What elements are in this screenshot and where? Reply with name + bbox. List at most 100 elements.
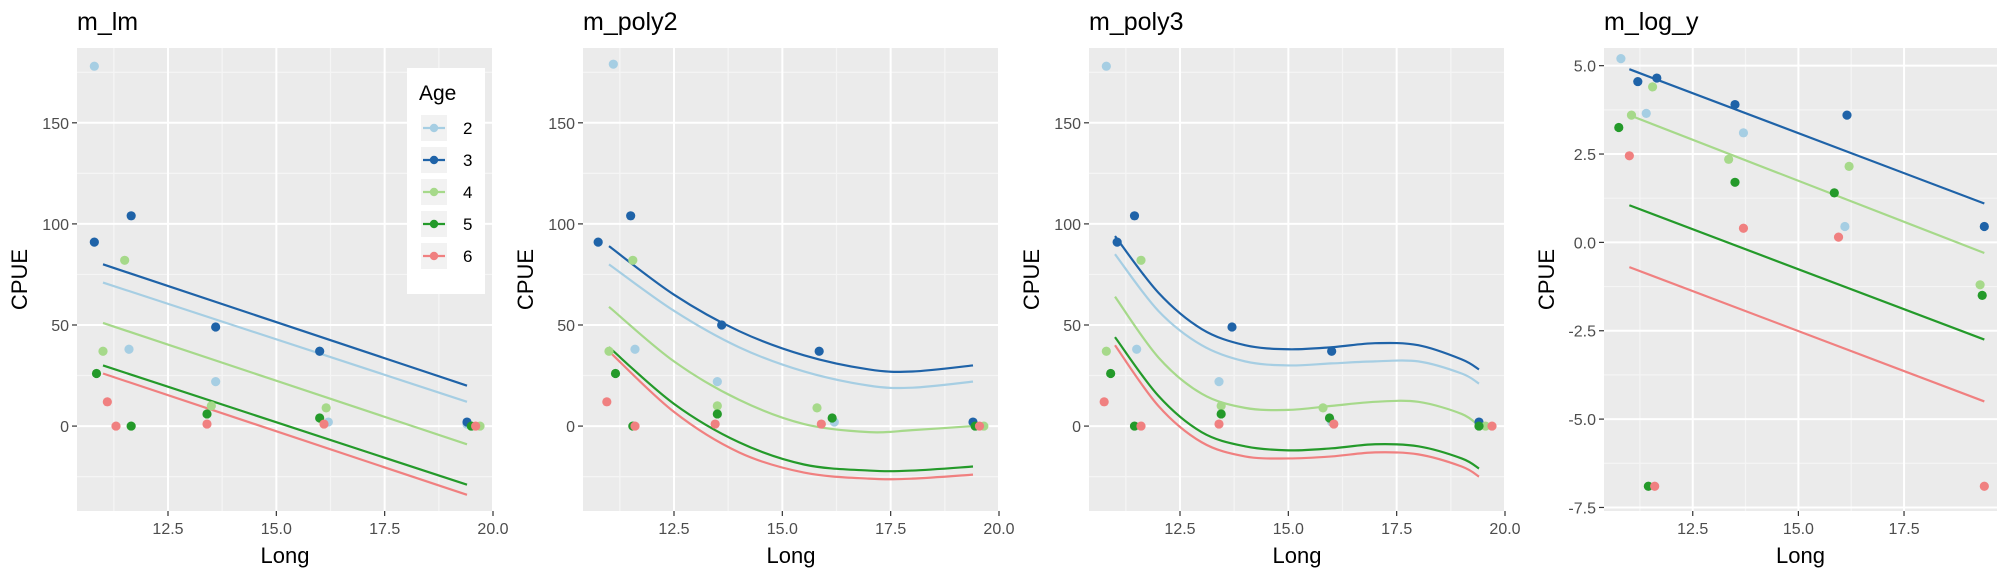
data-point-age-2 (630, 344, 640, 354)
data-point-age-5 (1216, 409, 1226, 419)
data-point-age-5 (1977, 290, 1987, 301)
data-point-age-4 (1318, 403, 1328, 413)
data-point-age-6 (630, 421, 640, 431)
legend-key-point (429, 155, 439, 165)
legend-key-point (429, 251, 439, 261)
data-point-age-2 (608, 59, 618, 69)
fit-curve-age-5 (1114, 336, 1480, 470)
fit-curve-age-6 (608, 350, 974, 481)
y-axis-label: CPUE (513, 249, 538, 310)
data-point-age-4 (812, 403, 822, 413)
data-point-age-2 (1214, 377, 1224, 387)
data-point-age-4 (98, 346, 108, 356)
data-point-age-6 (1624, 151, 1634, 161)
x-axis-label: Long (767, 543, 816, 568)
fit-line-age-6 (1628, 266, 1985, 403)
legend-item-age-6: 6 (421, 243, 472, 269)
data-point-age-2 (1840, 221, 1850, 232)
x-tick-label: 20.0 (1489, 521, 1520, 538)
legend-item-age-3: 3 (421, 147, 472, 173)
data-point-age-3 (1327, 346, 1337, 356)
data-point-age-2 (211, 377, 221, 387)
data-point-age-3 (211, 322, 221, 332)
y-tick-label: -2.5 (1568, 324, 1596, 341)
x-tick-label: 17.5 (369, 521, 400, 538)
y-tick-label: 0 (566, 419, 575, 436)
data-point-age-3 (1633, 76, 1643, 87)
data-point-age-6 (471, 421, 481, 431)
fit-curve-age-6 (1114, 344, 1480, 478)
data-point-age-2 (89, 61, 99, 71)
x-axis-label: Long (261, 543, 310, 568)
data-point-age-4 (321, 403, 331, 413)
fit-lines (1628, 68, 1985, 403)
data-point-age-4 (1844, 161, 1854, 172)
data-point-age-6 (974, 421, 985, 431)
data-point-age-3 (1652, 73, 1662, 83)
y-tick-label: -5.0 (1568, 412, 1596, 429)
legend-key-point (429, 187, 439, 197)
panel-title: m_lm (77, 8, 138, 36)
data-point-age-3 (315, 346, 325, 356)
legend-item-label: 6 (463, 247, 472, 266)
data-point-age-6 (710, 419, 720, 429)
data-point-age-4 (1647, 82, 1658, 92)
data-point-age-2 (1738, 128, 1749, 138)
x-tick-label: 17.5 (875, 521, 906, 538)
data-point-age-6 (1487, 421, 1497, 431)
data-point-age-4 (1216, 401, 1226, 411)
panel-title: m_log_y (1604, 8, 1699, 36)
data-point-age-6 (1136, 421, 1146, 431)
data-point-age-4 (604, 346, 614, 356)
fit-line-age-3 (1628, 68, 1985, 205)
data-point-age-6 (1833, 232, 1844, 242)
fit-lines (1114, 235, 1480, 478)
panel-background (1604, 48, 1997, 511)
data-point-age-3 (593, 237, 603, 247)
legend-title: Age (419, 82, 456, 105)
fit-curve-age-4 (1114, 296, 1480, 427)
legend-item-age-4: 4 (421, 179, 472, 205)
fit-line-age-3 (102, 263, 468, 387)
data-point-age-5 (1129, 421, 1140, 431)
data-point-age-5 (1614, 122, 1624, 133)
data-point-age-3 (1112, 237, 1122, 247)
y-axis-label: CPUE (1534, 249, 1559, 310)
x-tick-label: 15.0 (1273, 521, 1304, 538)
fit-line-age-6 (102, 372, 468, 496)
data-point-age-3 (126, 211, 136, 221)
data-point-age-4 (1626, 110, 1637, 120)
data-point-age-6 (319, 419, 329, 429)
data-point-age-6 (816, 419, 826, 429)
data-point-age-6 (1738, 223, 1749, 233)
legend-item-label: 5 (463, 215, 472, 234)
x-tick-label: 15.0 (767, 521, 798, 538)
data-point-age-6 (602, 397, 612, 407)
y-tick-label: 100 (1054, 217, 1081, 234)
data-point-age-2 (1132, 344, 1142, 354)
y-tick-label: 0 (1072, 419, 1081, 436)
fit-line-age-2 (102, 281, 468, 403)
x-tick-label: 17.5 (1381, 521, 1412, 538)
legend-key-point (429, 219, 439, 229)
data-point-age-3 (717, 320, 727, 330)
panel-m-poly3: 12.5 15.0 17.5 20.0 0 50 100 150 m_poly3 Long CPUE (1019, 8, 1521, 568)
data-point-age-5 (1474, 421, 1484, 431)
data-point-age-5 (1643, 481, 1653, 491)
y-tick-label: 150 (42, 116, 69, 133)
data-point-age-6 (202, 419, 212, 429)
y-tick-label: 100 (548, 217, 575, 234)
y-tick-label: 100 (42, 217, 69, 234)
data-point-age-5 (1106, 368, 1116, 379)
y-tick-label: 2.5 (1574, 147, 1596, 164)
data-point-age-2 (712, 377, 722, 387)
legend-item-label: 2 (463, 119, 472, 138)
x-tick-label: 12.5 (658, 521, 689, 538)
data-point-age-3 (1129, 211, 1140, 221)
fit-lines (608, 245, 974, 481)
legend-key-point (429, 123, 439, 133)
data-point-age-4 (628, 255, 638, 265)
y-tick-label: 150 (1054, 116, 1081, 133)
data-point-age-3 (626, 211, 636, 221)
